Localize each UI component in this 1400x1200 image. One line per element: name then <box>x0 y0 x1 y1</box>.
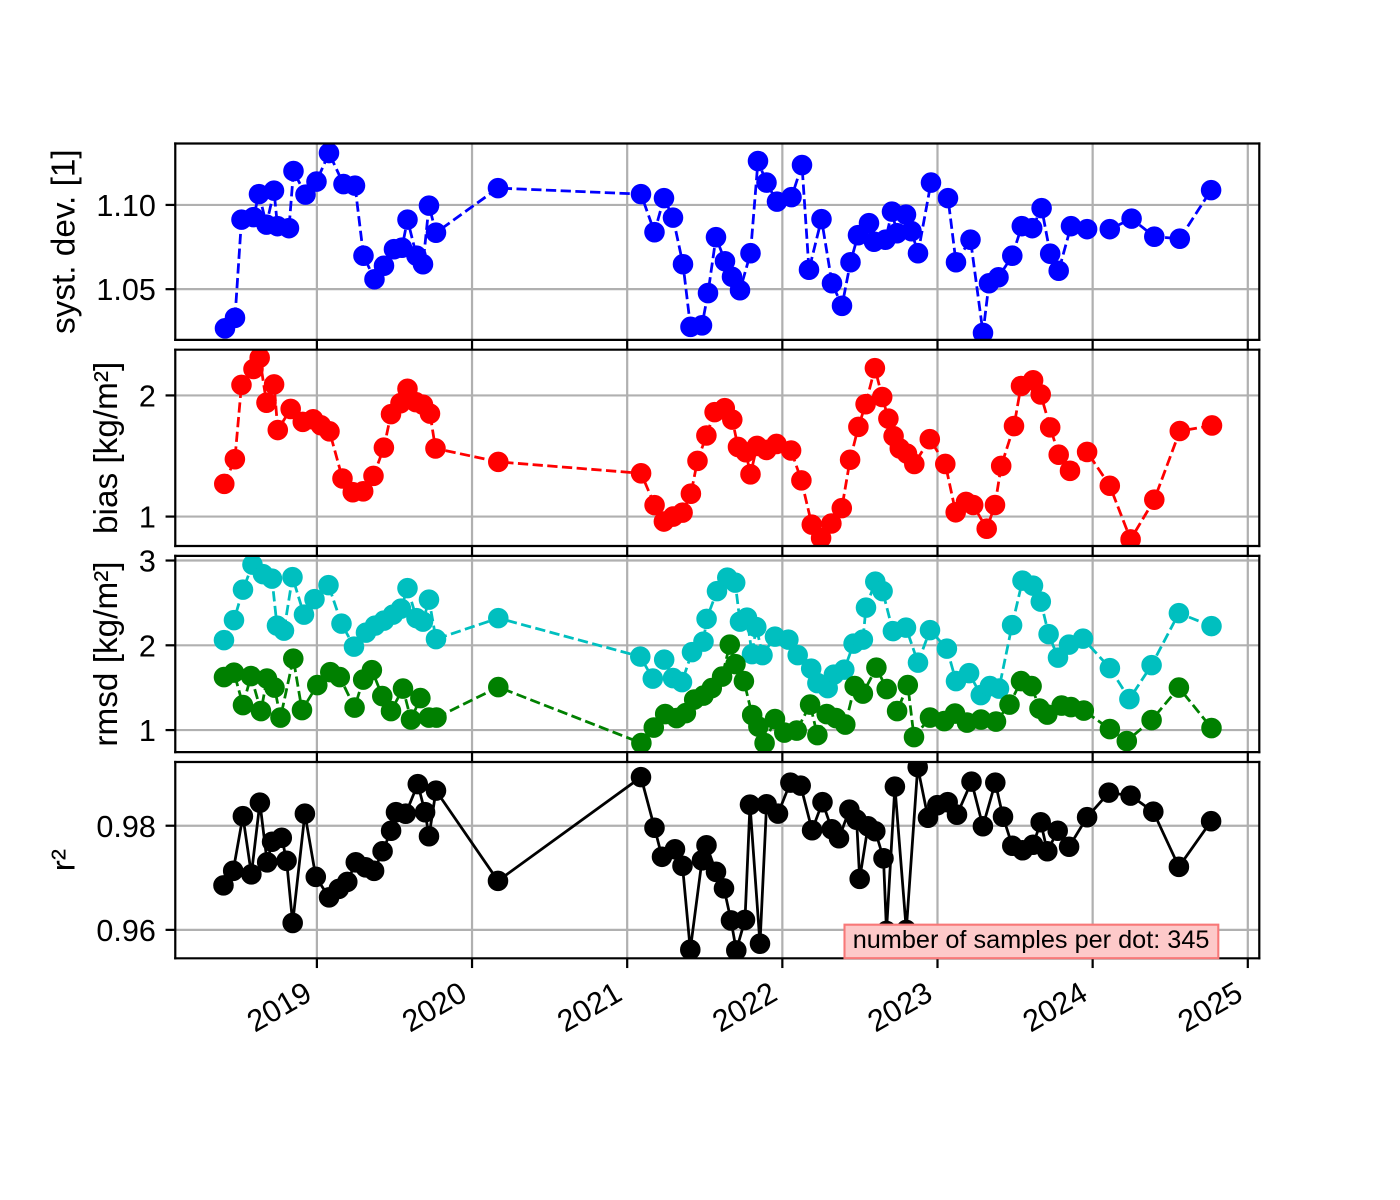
svg-text:syst. dev. [1]: syst. dev. [1] <box>45 149 82 334</box>
svg-text:bias [kg/m²]: bias [kg/m²] <box>88 362 125 534</box>
svg-text:1: 1 <box>139 714 156 748</box>
svg-text:1.10: 1.10 <box>96 189 155 223</box>
svg-text:2: 2 <box>139 629 156 663</box>
svg-text:rmsd [kg/m²]: rmsd [kg/m²] <box>88 561 125 746</box>
svg-text:1: 1 <box>139 501 156 535</box>
svg-text:0.98: 0.98 <box>96 810 155 844</box>
svg-text:r²: r² <box>45 849 82 871</box>
svg-text:1.05: 1.05 <box>96 273 155 307</box>
svg-text:2: 2 <box>139 379 156 413</box>
svg-text:number of samples per dot: 345: number of samples per dot: 345 <box>853 926 1210 954</box>
svg-text:0.96: 0.96 <box>96 914 155 948</box>
svg-text:3: 3 <box>139 545 156 579</box>
